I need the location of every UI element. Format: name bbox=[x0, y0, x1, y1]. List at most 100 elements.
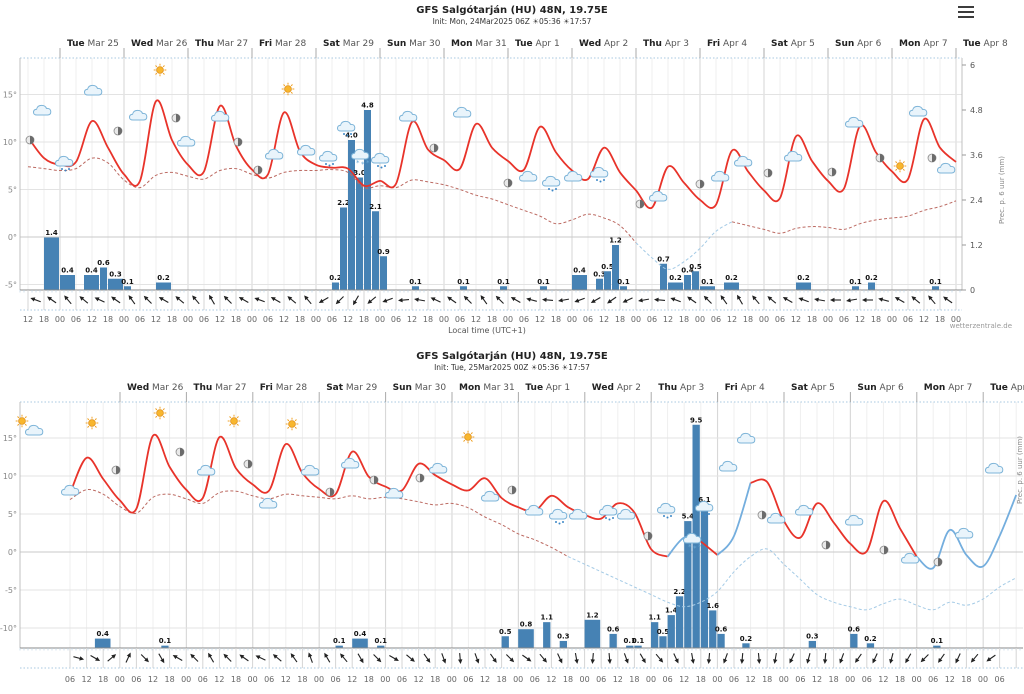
precip-value-label: 0.1 bbox=[457, 278, 470, 286]
wind-arrow bbox=[373, 654, 382, 663]
wind-arrow bbox=[474, 653, 480, 664]
svg-text:4.8: 4.8 bbox=[970, 106, 983, 115]
wind-arrow bbox=[223, 295, 232, 304]
precip-bar bbox=[124, 286, 131, 290]
svg-text:Wed Apr 2: Wed Apr 2 bbox=[579, 39, 628, 49]
precip-value-label: 0.1 bbox=[537, 278, 550, 286]
wind-arrow bbox=[855, 653, 862, 663]
wind-arrow bbox=[158, 297, 169, 303]
temp-axis-left: 15° 10° 5° 0° -5° -10° bbox=[0, 434, 17, 633]
moon-icon bbox=[933, 557, 943, 567]
svg-text:18: 18 bbox=[551, 315, 561, 324]
wind-arrow bbox=[47, 296, 57, 304]
precip-bar bbox=[94, 638, 111, 648]
svg-text:00: 00 bbox=[646, 675, 656, 684]
cloud-icon bbox=[129, 109, 148, 121]
sunrise-icon: ☀ bbox=[531, 363, 538, 372]
svg-text:18: 18 bbox=[364, 675, 374, 684]
moon-icon bbox=[175, 447, 185, 457]
cloud-icon bbox=[795, 504, 814, 516]
moon-icon bbox=[243, 459, 253, 469]
cloud-icon bbox=[481, 490, 500, 502]
meteogram-top: Tue Mar 25 Wed Mar 26 Thu Mar 27 Fri Mar 28… bbox=[3, 39, 1008, 324]
precip-bar bbox=[348, 140, 355, 290]
svg-text:Tue Mar 25: Tue Mar 25 bbox=[67, 39, 119, 49]
precip-value-label: 0.3 bbox=[806, 632, 819, 640]
day-axis: Wed Mar 26 Thu Mar 27 Fri Mar 28 Sat Mar 29… bbox=[119, 383, 1024, 402]
wind-arrow bbox=[542, 297, 554, 303]
svg-text:5°: 5° bbox=[8, 186, 17, 195]
svg-text:06: 06 bbox=[795, 675, 805, 684]
svg-text:12: 12 bbox=[679, 675, 689, 684]
svg-text:Thu Mar 27: Thu Mar 27 bbox=[195, 39, 248, 49]
cloud-icon bbox=[197, 464, 216, 476]
svg-text:06: 06 bbox=[198, 675, 208, 684]
precip-value-label: 0.6 bbox=[97, 259, 110, 267]
wind-arrow bbox=[190, 653, 199, 662]
wind-arrow bbox=[720, 295, 728, 305]
svg-text:12: 12 bbox=[599, 315, 609, 324]
svg-text:06: 06 bbox=[519, 315, 529, 324]
sunset-icon: ☀ bbox=[563, 17, 570, 26]
hamburger-menu-icon[interactable] bbox=[958, 6, 976, 20]
precip-bar bbox=[651, 622, 659, 648]
precip-bar bbox=[932, 286, 939, 290]
dewpoint-line bbox=[69, 489, 1017, 611]
wind-arrow bbox=[767, 296, 777, 304]
svg-text:Wed Apr 2: Wed Apr 2 bbox=[592, 383, 641, 393]
precip-bar bbox=[356, 177, 363, 290]
moon-icon bbox=[821, 540, 831, 550]
precip-value-label: 0.1 bbox=[497, 278, 510, 286]
wind-arrow bbox=[73, 656, 85, 661]
svg-text:18: 18 bbox=[829, 675, 839, 684]
moon-icon bbox=[695, 179, 705, 189]
precip-bar bbox=[584, 619, 601, 648]
sun-icon bbox=[15, 414, 29, 428]
svg-text:Sun Apr 6: Sun Apr 6 bbox=[857, 383, 904, 393]
precip-bar bbox=[572, 275, 587, 290]
wind-arrow bbox=[872, 653, 878, 664]
precip-bar bbox=[100, 267, 107, 290]
precip-bar bbox=[866, 643, 875, 648]
cloud-icon bbox=[399, 110, 418, 122]
svg-text:12: 12 bbox=[343, 315, 353, 324]
svg-text:06: 06 bbox=[264, 675, 274, 684]
svg-text:00: 00 bbox=[447, 675, 457, 684]
wind-arrow bbox=[209, 294, 215, 305]
svg-text:06: 06 bbox=[839, 315, 849, 324]
wind-arrow bbox=[590, 297, 601, 303]
precip-value-label: 0.1 bbox=[409, 278, 422, 286]
wind-arrow bbox=[125, 652, 131, 663]
cloud-icon bbox=[564, 170, 583, 182]
grid bbox=[20, 402, 1023, 648]
moon-icon bbox=[635, 199, 645, 209]
precip-bar bbox=[808, 640, 816, 648]
svg-text:Sat Mar 29: Sat Mar 29 bbox=[323, 39, 374, 49]
svg-text:06: 06 bbox=[647, 315, 657, 324]
cloudrain-icon bbox=[550, 509, 567, 524]
precip-value-label: 1.4 bbox=[45, 229, 58, 237]
day-axis: Tue Mar 25 Wed Mar 26 Thu Mar 27 Fri Mar 28… bbox=[59, 39, 1008, 58]
precip-bar bbox=[352, 638, 368, 648]
precip-bar bbox=[620, 286, 627, 290]
wind-arrow bbox=[270, 297, 281, 303]
svg-text:12: 12 bbox=[471, 315, 481, 324]
svg-text:00: 00 bbox=[183, 315, 193, 324]
svg-text:6: 6 bbox=[970, 61, 975, 70]
precip-value-label: 0.5 bbox=[689, 263, 702, 271]
wind-arrow bbox=[638, 298, 650, 303]
wind-arrow bbox=[889, 653, 894, 664]
grid bbox=[20, 58, 962, 290]
wind-arrow bbox=[192, 295, 200, 305]
cloudrain-icon bbox=[56, 156, 73, 171]
wind-arrow bbox=[798, 297, 809, 303]
meteogram-bottom: Wed Mar 26 Thu Mar 27 Fri Mar 28 Sat Mar 29… bbox=[0, 383, 1024, 684]
svg-text:06: 06 bbox=[583, 315, 593, 324]
precip-bar bbox=[626, 645, 634, 648]
precip-value-label: 0.2 bbox=[329, 274, 342, 282]
precip-value-label: 5.4 bbox=[682, 513, 695, 521]
wind-arrow bbox=[920, 654, 929, 663]
precip-bar bbox=[742, 643, 750, 648]
wind-arrow bbox=[505, 654, 515, 663]
svg-text:18: 18 bbox=[497, 675, 507, 684]
